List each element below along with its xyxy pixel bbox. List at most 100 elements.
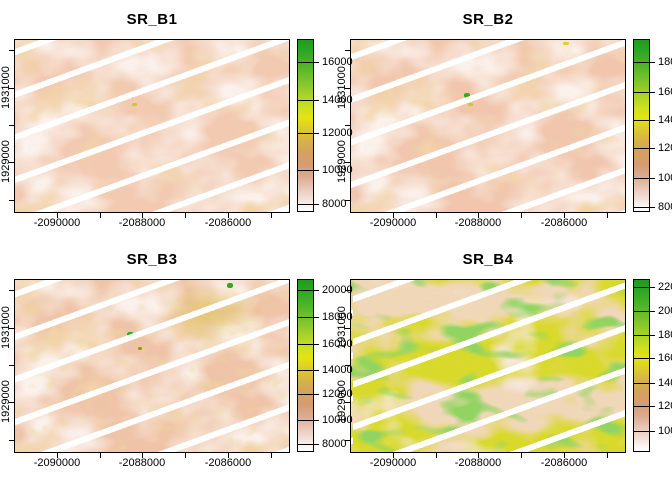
colorbar-tick-label: 22000 <box>658 281 672 293</box>
colorbar-tick <box>633 311 655 312</box>
y-axis-tick <box>345 440 350 441</box>
x-axis-tick <box>185 453 186 458</box>
x-axis-label: -2088000 <box>118 217 166 229</box>
panel-title: SR_B1 <box>126 11 178 28</box>
y-axis-label: 1931000 <box>336 306 348 350</box>
x-axis-tick <box>57 453 58 458</box>
x-axis-tick <box>436 453 437 458</box>
colorbar-tick-label: 20000 <box>322 284 353 296</box>
colorbar-tick <box>297 204 319 205</box>
x-axis-label: -2086000 <box>204 217 252 229</box>
y-axis-tick <box>345 125 350 126</box>
colorbar-tick-label: 8000 <box>322 438 347 450</box>
colorbar-tick <box>297 62 319 63</box>
scan-line-gaps <box>351 40 625 212</box>
colorbar-tick <box>633 148 655 149</box>
y-axis-tick <box>345 162 350 163</box>
y-axis-label: 1931000 <box>0 66 12 110</box>
y-axis-tick <box>9 50 14 51</box>
y-axis-label: 1931000 <box>0 306 12 350</box>
panel-title: SR_B4 <box>462 251 514 268</box>
y-axis-tick <box>9 365 14 366</box>
colorbar-tick-label: 12000 <box>658 400 672 412</box>
y-axis-tick <box>9 88 14 89</box>
y-axis-tick <box>345 365 350 366</box>
x-axis-label: -2088000 <box>118 457 166 469</box>
x-axis-tick <box>228 453 229 458</box>
colorbar-tick-label: 18000 <box>658 329 672 341</box>
colorbar-tick-label: 12000 <box>322 127 353 139</box>
x-axis-tick <box>607 213 608 218</box>
x-axis-tick <box>142 453 143 458</box>
x-axis-label: -2088000 <box>454 457 502 469</box>
colorbar-tick <box>297 133 319 134</box>
colorbar-tick <box>633 120 655 121</box>
y-axis-tick <box>9 162 14 163</box>
colorbar-tick-label: 10000 <box>658 172 672 184</box>
scan-line-gaps <box>15 280 289 452</box>
y-axis-tick <box>345 328 350 329</box>
x-axis-label: -2088000 <box>454 217 502 229</box>
colorbar <box>633 39 650 212</box>
colorbar-tick-label: 16000 <box>658 352 672 364</box>
x-axis-tick <box>271 213 272 218</box>
panel-sr-b1: SR_B1 -2090000 -2088000 -2086000 1931000… <box>0 0 353 240</box>
colorbar-tick <box>633 335 655 336</box>
colorbar-tick <box>297 100 319 101</box>
x-axis-label: -2086000 <box>540 457 588 469</box>
colorbar-tick <box>633 62 655 63</box>
y-axis-tick <box>9 200 14 201</box>
colorbar-tick-label: 16000 <box>322 338 353 350</box>
raster-plot <box>14 279 290 453</box>
y-axis-tick <box>9 125 14 126</box>
colorbar-tick <box>633 383 655 384</box>
colorbar-tick <box>633 207 655 208</box>
colorbar-tick-label: 16000 <box>658 86 672 98</box>
colorbar <box>633 279 650 452</box>
panel-sr-b2: SR_B2 -2090000 -2088000 -2086000 1931000 <box>336 0 672 240</box>
colorbar-tick <box>297 344 319 345</box>
colorbar-tick-label: 16000 <box>322 56 353 68</box>
colorbar-tick-label: 8000 <box>658 201 672 213</box>
x-axis-tick <box>228 213 229 218</box>
raster-plot <box>14 39 290 213</box>
colorbar-tick-label: 12000 <box>322 388 353 400</box>
x-axis-tick <box>271 453 272 458</box>
raster-plot <box>350 39 626 213</box>
colorbar-tick <box>633 406 655 407</box>
colorbar-tick <box>297 394 319 395</box>
x-axis-tick <box>436 213 437 218</box>
colorbar-tick <box>297 317 319 318</box>
x-axis-label: -2086000 <box>204 457 252 469</box>
x-axis-tick <box>521 453 522 458</box>
y-axis-label: 1929000 <box>0 380 12 424</box>
colorbar-tick-label: 14000 <box>322 364 353 376</box>
x-axis-tick <box>393 213 394 218</box>
colorbar-tick <box>297 170 319 171</box>
colorbar-tick-label: 18000 <box>322 311 353 323</box>
x-axis-tick <box>564 453 565 458</box>
y-axis-label: 1929000 <box>336 380 348 424</box>
y-axis-tick <box>345 88 350 89</box>
y-axis-tick <box>9 440 14 441</box>
colorbar <box>297 279 314 452</box>
x-axis-tick <box>564 213 565 218</box>
panel-title: SR_B3 <box>126 251 178 268</box>
colorbar-tick <box>633 178 655 179</box>
panel-title: SR_B2 <box>462 11 514 28</box>
y-axis-tick <box>345 50 350 51</box>
raster-plot <box>350 279 626 453</box>
scan-line-gaps <box>15 40 289 212</box>
x-axis-label: -2090000 <box>33 217 81 229</box>
colorbar-tick <box>297 370 319 371</box>
y-axis-tick <box>345 200 350 201</box>
panel-sr-b4: SR_B4 -2090000 -2088000 -2086000 1931000… <box>336 240 672 480</box>
colorbar <box>297 39 314 212</box>
x-axis-tick <box>185 213 186 218</box>
scan-line-gaps <box>351 280 625 452</box>
x-axis-tick <box>607 453 608 458</box>
colorbar-tick-label: 8000 <box>322 198 347 210</box>
x-axis-tick <box>521 213 522 218</box>
colorbar-tick <box>297 444 319 445</box>
